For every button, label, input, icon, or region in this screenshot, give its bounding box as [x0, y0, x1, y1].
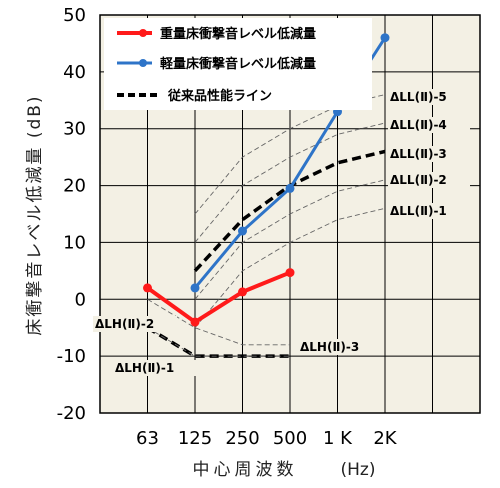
legend: 重量床衝撃音レベル低減量 軽量床衝撃音レベル低減量 従来品性能ライン — [117, 26, 316, 104]
x-tick-label: 63 — [136, 428, 159, 449]
x-tick-labels: 63 125 250 500 1 K 2K — [136, 428, 398, 449]
reference-label-bg — [93, 316, 177, 332]
legend-label-conventional: 従来品性能ライン — [167, 88, 272, 104]
reference-line-ll — [194, 94, 386, 215]
series-point-1 — [190, 283, 200, 293]
y-tick-label: 20 — [63, 176, 86, 197]
y-axis-title: 床衝撃音レベル低減量 (dB) — [25, 94, 45, 335]
reference-line-ll — [194, 179, 386, 300]
series-point-0 — [285, 268, 295, 278]
series-line-0 — [146, 270, 291, 325]
y-tick-labels: -20 -10 0 10 20 30 40 50 — [57, 5, 86, 424]
reference-label-ll: ΔLL(Ⅱ)-2 — [390, 173, 447, 187]
series-point-0 — [190, 317, 200, 327]
reference-line-ll — [194, 207, 386, 329]
legend-label-light: 軽量床衝撃音レベル低減量 — [160, 56, 316, 72]
legend-marker-heavy — [139, 29, 147, 37]
x-tick-label: 1 K — [323, 428, 353, 449]
reference-label-ll: ΔLL(Ⅱ)-1 — [390, 204, 447, 218]
x-axis-unit: (Hz) — [341, 460, 376, 480]
series-point-1 — [380, 33, 390, 43]
x-tick-label: 500 — [273, 428, 307, 449]
y-tick-label: 30 — [63, 119, 86, 140]
series-point-0 — [143, 283, 152, 293]
legend-marker-light — [139, 59, 147, 67]
reference-label-bg — [388, 117, 470, 133]
y-tick-label: 50 — [63, 5, 86, 26]
reference-label-bg — [388, 146, 470, 162]
reference-label-bg — [388, 203, 470, 219]
reference-label-ll: ΔLL(Ⅱ)-4 — [390, 118, 447, 132]
reference-label-bg — [298, 339, 382, 355]
reference-line-lh — [147, 327, 290, 357]
x-axis-title: 中心周波数 — [193, 460, 298, 480]
reference-label-bg — [388, 89, 470, 105]
series-point-1 — [238, 226, 247, 236]
reference-labels: ΔLL(Ⅱ)-5 ΔLL(Ⅱ)-4 ΔLL(Ⅱ)-3 ΔLL(Ⅱ)-2 ΔLL(Ⅱ)-1… — [93, 89, 470, 376]
reference-line-ll — [194, 122, 386, 243]
y-tick-label: -10 — [57, 346, 86, 367]
y-tick-label: -20 — [57, 403, 86, 424]
y-tick-label: 40 — [63, 62, 86, 83]
legend-label-heavy: 重量床衝撃音レベル低減量 — [160, 26, 316, 42]
series-point-0 — [238, 287, 247, 297]
x-tick-label: 2K — [373, 428, 397, 449]
reference-label-lh: ΔLH(Ⅱ)-3 — [300, 340, 359, 354]
x-tick-label: 250 — [225, 428, 259, 449]
reference-label-lh: ΔLH(Ⅱ)-1 — [115, 361, 174, 375]
reference-label-ll: ΔLL(Ⅱ)-3 — [390, 147, 447, 161]
reference-label-ll: ΔLL(Ⅱ)-5 — [390, 90, 447, 104]
reference-label-bg — [113, 360, 197, 376]
reference-line-lh — [147, 298, 290, 346]
y-tick-label: 0 — [75, 289, 86, 310]
reference-label-lh: ΔLH(Ⅱ)-2 — [95, 317, 154, 331]
y-tick-label: 10 — [63, 232, 86, 253]
reference-lines — [146, 94, 386, 358]
reference-line-lh — [146, 326, 290, 358]
series-point-1 — [285, 183, 295, 193]
x-tick-label: 125 — [178, 428, 212, 449]
reference-label-bg — [388, 172, 470, 188]
